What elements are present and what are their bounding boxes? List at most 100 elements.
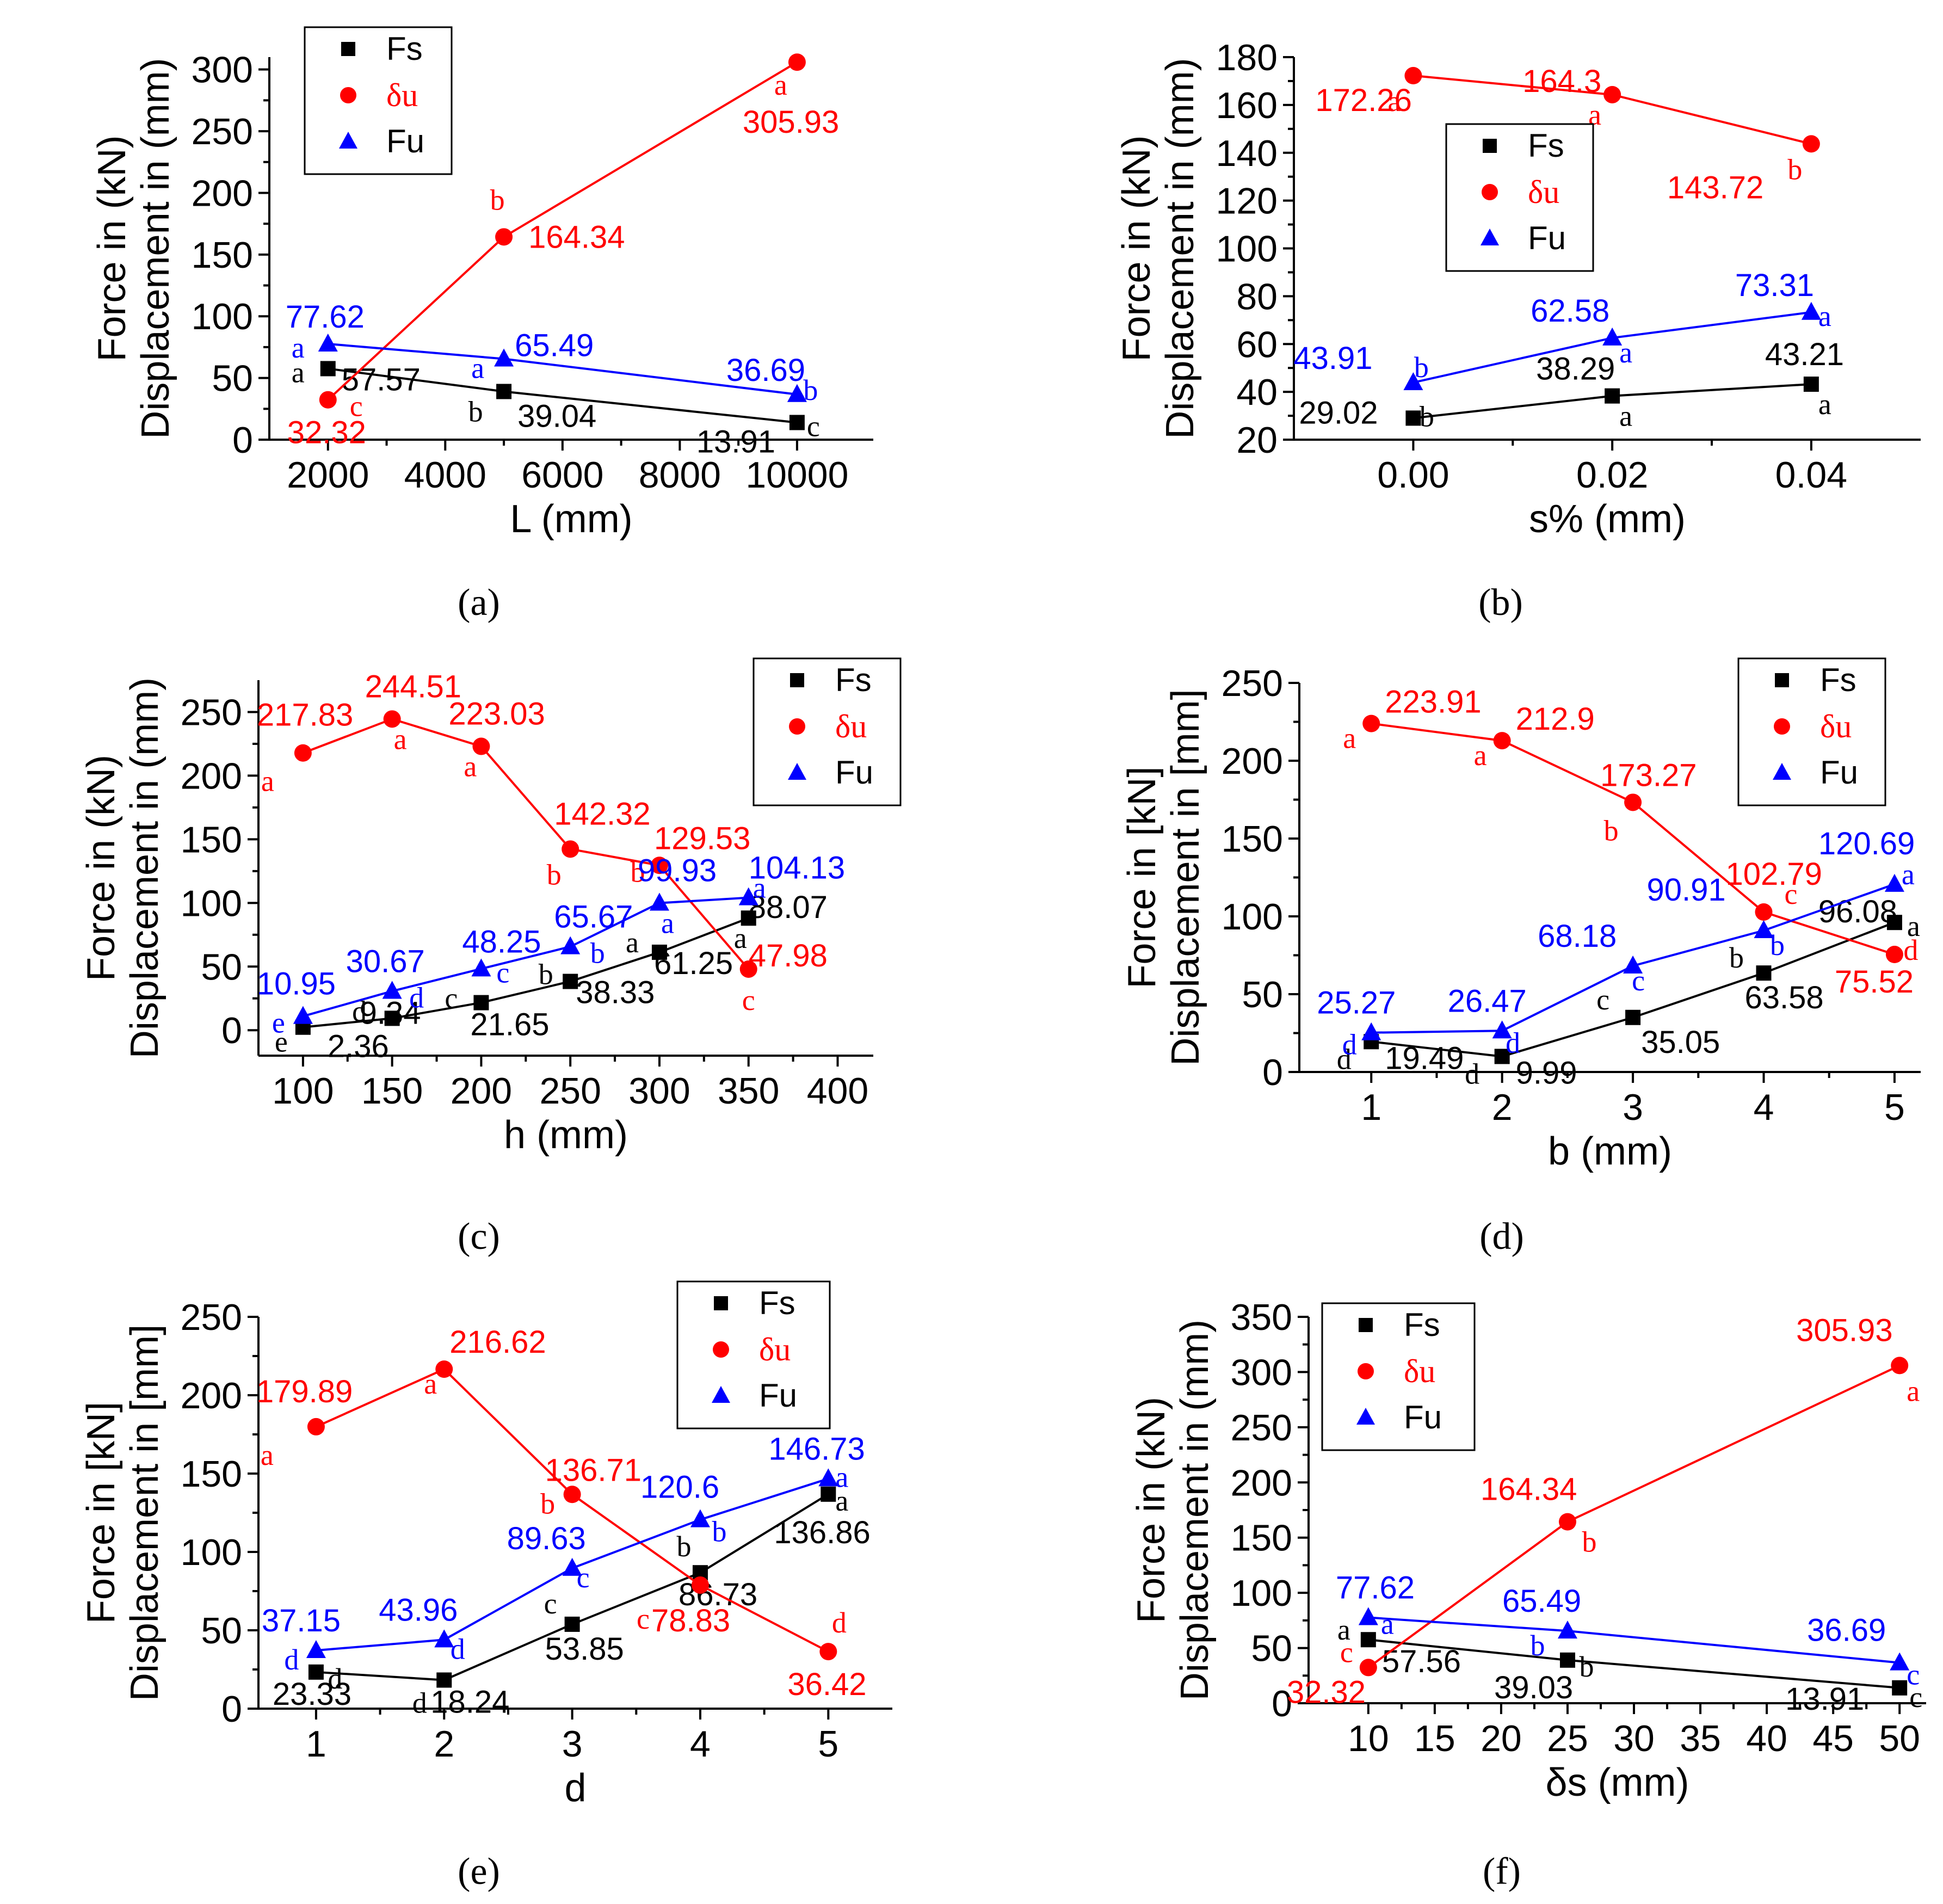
data-point (562, 840, 579, 858)
data-label: 172.26 (1315, 83, 1411, 118)
data-point (471, 958, 491, 977)
y-tick-label: 100 (1222, 896, 1283, 938)
legend: Fs δu Fu (1737, 657, 1886, 806)
data-point (1559, 1652, 1575, 1668)
group-letter: d (1337, 1043, 1352, 1075)
x-tick-label: 4000 (404, 454, 486, 496)
group-letter: c (1340, 1636, 1353, 1668)
data-point (434, 1629, 454, 1648)
group-letter: a (1619, 336, 1632, 369)
y-tick-label: 100 (1231, 1573, 1292, 1614)
data-point (1884, 873, 1904, 892)
y-tick-label: 200 (192, 172, 253, 214)
data-point (1754, 920, 1774, 938)
data-label: 77.62 (286, 299, 365, 335)
panel-caption: (d) (1479, 1216, 1524, 1258)
data-point (818, 1468, 838, 1487)
group-letter: d (284, 1643, 299, 1676)
legend-marker (1483, 139, 1497, 153)
legend-marker (340, 87, 356, 103)
data-point (1362, 714, 1380, 732)
data-label: 68.18 (1538, 919, 1617, 954)
x-tick-label: 200 (451, 1070, 512, 1112)
data-point (494, 348, 514, 367)
legend-label: δu (1528, 174, 1559, 210)
data-point (1755, 903, 1773, 921)
x-tick-label: 3 (1623, 1087, 1643, 1128)
data-label: 65.67 (554, 899, 633, 935)
y-tick-label: 80 (1236, 276, 1278, 317)
series-line (303, 917, 749, 1028)
y-tick-label: 200 (1222, 741, 1283, 782)
y-tick-label: 50 (201, 1610, 242, 1652)
y-tick-label: 60 (1236, 324, 1278, 365)
chart-panel-3: 0 50 100 150 200 250 100 150 200 250 300 350 400 h (m… (79, 657, 902, 1258)
x-tick-label: 10000 (745, 454, 848, 496)
data-label: 120.69 (1818, 826, 1915, 861)
legend-marker (790, 673, 804, 687)
data-point (1494, 1049, 1510, 1064)
data-point (1557, 1620, 1577, 1639)
group-letter: a (753, 872, 766, 904)
group-letter: a (471, 352, 484, 384)
data-label: 48.25 (462, 924, 541, 959)
data-label: 25.27 (1317, 985, 1396, 1021)
data-label: 47.98 (749, 938, 828, 973)
data-label: 32.32 (287, 415, 366, 451)
panel-caption: (f) (1483, 1851, 1521, 1893)
data-point (308, 1664, 324, 1680)
data-label: 61.25 (654, 946, 733, 981)
data-label: 35.05 (1641, 1025, 1720, 1060)
data-label: 37.15 (262, 1603, 341, 1638)
data-label: 39.04 (517, 398, 596, 434)
x-axis-title: s% (mm) (1529, 497, 1686, 541)
data-point (788, 53, 806, 71)
legend-label: Fs (1820, 662, 1856, 698)
y-tick-label: 150 (1231, 1518, 1292, 1559)
data-point (650, 857, 668, 874)
y-tick-label: 300 (192, 50, 253, 91)
group-letter: a (1343, 722, 1356, 755)
y-tick-label: 200 (181, 1375, 242, 1416)
group-letter: a (261, 1439, 274, 1471)
legend-label: Fu (759, 1377, 797, 1414)
group-letter: c (1909, 1681, 1922, 1714)
group-letter: d (412, 1686, 427, 1719)
y-tick-label: 160 (1216, 85, 1278, 126)
data-point (1892, 1680, 1908, 1696)
data-label: 29.02 (1299, 395, 1378, 430)
data-label: 179.89 (256, 1374, 353, 1409)
legend-label: δu (835, 708, 867, 744)
data-label: 26.47 (1448, 983, 1527, 1019)
group-letter: b (490, 183, 505, 216)
data-label: 99.93 (638, 853, 717, 888)
x-tick-label: 5 (818, 1723, 838, 1765)
legend-label: δu (1820, 708, 1852, 744)
group-letter: b (1729, 941, 1744, 974)
data-label: 13.91 (696, 424, 775, 459)
group-letter: a (661, 907, 674, 939)
data-point (1624, 793, 1642, 811)
x-tick-label: 20 (1481, 1718, 1522, 1759)
data-point (787, 384, 807, 402)
group-letter: b (1579, 1650, 1594, 1683)
y-axis-title: Force in [kN] (79, 1402, 123, 1624)
data-point (1492, 1020, 1512, 1039)
data-label: 36.69 (726, 353, 805, 388)
group-letter: d (1342, 1028, 1357, 1061)
y-axis-title: Displacement in (mm) (1158, 58, 1202, 439)
x-tick-label: 2 (434, 1723, 454, 1765)
data-label: 216.62 (449, 1324, 546, 1360)
data-label: 9.34 (360, 995, 421, 1031)
x-axis-title: h (mm) (504, 1113, 628, 1157)
data-label: 36.42 (787, 1667, 866, 1702)
y-tick-label: 0 (221, 1689, 242, 1730)
data-label: 38.33 (576, 975, 655, 1010)
data-label: 38.29 (1536, 352, 1615, 387)
y-tick-label: 0 (1262, 1052, 1283, 1093)
series-line (303, 896, 749, 1018)
legend-label: Fu (386, 123, 424, 159)
